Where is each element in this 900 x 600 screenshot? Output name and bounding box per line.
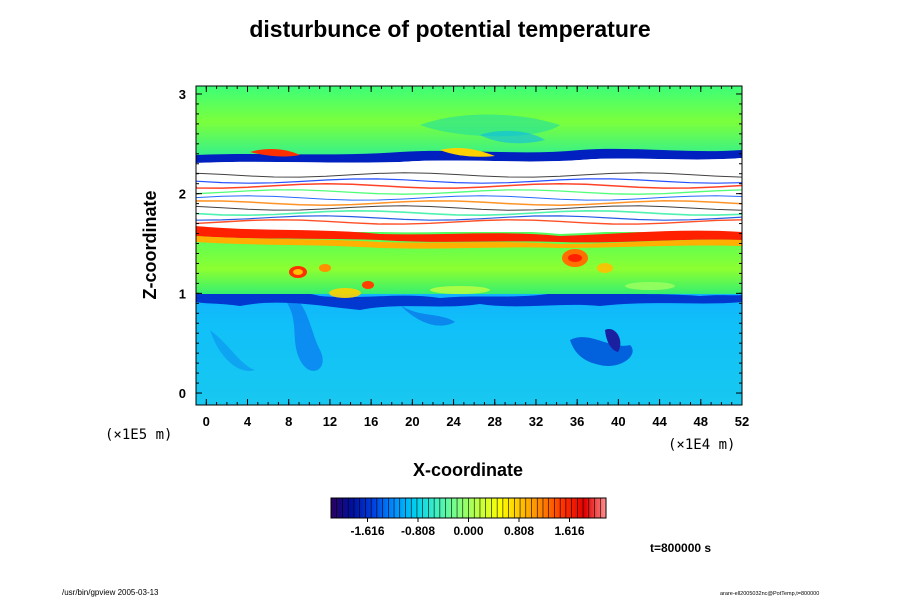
warm-anomaly <box>440 147 495 157</box>
vortex-structure <box>400 305 455 326</box>
warm-band <box>196 226 742 243</box>
y-tick-label: 2 <box>179 187 186 202</box>
vortex-core <box>605 329 621 352</box>
filament <box>196 183 742 189</box>
filament <box>196 205 742 211</box>
footer-left: /usr/bin/gpview 2005-03-13 <box>62 588 159 597</box>
time-label: t=800000 s <box>650 541 711 555</box>
y-tick-label: 3 <box>179 87 186 102</box>
wave-structure <box>420 114 560 137</box>
warm-band-edge <box>196 236 742 249</box>
vortex-structure <box>570 337 633 366</box>
warm-anomaly <box>319 264 331 272</box>
warm-anomaly <box>329 288 361 298</box>
filament <box>196 209 742 217</box>
x-tick-label: 12 <box>323 414 337 429</box>
mixing-zone <box>430 286 490 294</box>
warm-anomaly <box>250 148 300 157</box>
filament <box>196 200 742 206</box>
chart-title: disturbunce of potential temperature <box>249 16 651 42</box>
x-axis-label: X-coordinate <box>413 460 523 480</box>
x-axis: 0 4 8 12 16 20 24 28 32 36 40 44 48 52 <box>203 86 749 429</box>
wave-structure <box>480 130 545 144</box>
filament <box>196 178 742 184</box>
colorbar-tick-label: -1.616 <box>350 524 384 538</box>
y-tick-label: 1 <box>179 286 186 301</box>
lower-blue-region <box>196 290 742 405</box>
warm-anomaly <box>597 263 613 273</box>
colorbar-tick-label: 0.808 <box>504 524 534 538</box>
y-unit-label: (×1E5 m) <box>105 427 172 443</box>
colorbar-tick-label: 0.000 <box>453 524 483 538</box>
vortex-structure <box>210 330 255 371</box>
colorbar-tick-label: -0.808 <box>401 524 435 538</box>
warm-anomaly-core <box>568 254 582 262</box>
y-tick-label: 0 <box>179 386 186 401</box>
filament <box>196 195 742 201</box>
vortex-structure <box>285 300 323 371</box>
filament-lines <box>196 172 742 225</box>
x-tick-label: 52 <box>735 414 749 429</box>
x-tick-label: 0 <box>203 414 210 429</box>
x-tick-label: 32 <box>529 414 543 429</box>
heatmap-field <box>196 86 742 405</box>
mixing-zone <box>625 282 675 290</box>
x-unit-label: (×1E4 m) <box>668 437 735 453</box>
colorbar-divisions <box>336 498 601 518</box>
x-tick-label: 28 <box>488 414 502 429</box>
x-tick-label: 48 <box>694 414 708 429</box>
x-tick-label: 44 <box>652 414 667 429</box>
warm-anomaly-core <box>293 269 303 275</box>
x-tick-label: 36 <box>570 414 584 429</box>
x-tick-label: 24 <box>446 414 461 429</box>
x-tick-label: 16 <box>364 414 378 429</box>
y-axis-label: Z-coordinate <box>140 190 160 299</box>
plot-frame <box>195 85 743 406</box>
x-tick-label: 4 <box>244 414 252 429</box>
colorbar-ticks: -1.616 -0.808 0.000 0.808 1.616 <box>350 518 585 538</box>
colorbar-tick-label: 1.616 <box>554 524 584 538</box>
x-tick-label: 20 <box>405 414 419 429</box>
x-tick-label: 8 <box>285 414 292 429</box>
filament <box>196 215 742 221</box>
filament <box>196 172 742 178</box>
y-axis: 0 1 2 3 <box>179 87 742 401</box>
warm-anomaly <box>362 281 374 289</box>
x-tick-label: 40 <box>611 414 625 429</box>
filament <box>196 189 742 195</box>
interface-band <box>196 290 742 310</box>
filament <box>196 219 742 225</box>
footer-right: arare-ell2005032nc@PotTemp,t=800000 <box>720 591 819 597</box>
